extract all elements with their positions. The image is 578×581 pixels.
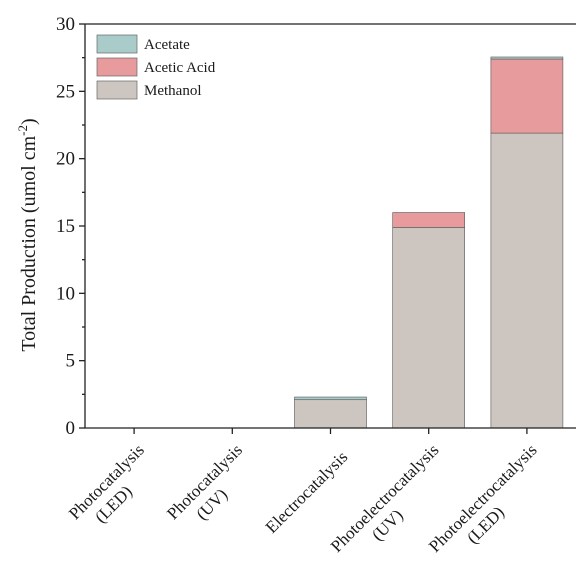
x-category-label-1: Photocatalysis(UV) bbox=[163, 440, 261, 538]
y-axis-title-main: Total Production (umol cm bbox=[18, 135, 40, 351]
y-tick-label-25: 25 bbox=[56, 81, 75, 102]
legend-swatch-acetic-acid bbox=[96, 57, 138, 77]
x-category-label-0: Photocatalysis(LED) bbox=[65, 440, 163, 538]
y-axis-title: Total Production (umol cm-2) bbox=[15, 118, 40, 351]
legend: Acetate Acetic Acid Methanol bbox=[96, 34, 216, 100]
legend-label-acetate: Acetate bbox=[144, 37, 190, 53]
legend-label-methanol: Methanol bbox=[144, 83, 202, 99]
bar-acetic-acid-4 bbox=[490, 58, 564, 134]
y-axis-title-end: ) bbox=[18, 118, 40, 125]
y-tick-label-0: 0 bbox=[66, 418, 76, 439]
x-category-label-2: Electrocatalysis bbox=[262, 447, 352, 537]
legend-swatch-acetate bbox=[96, 34, 138, 54]
y-tick-label-10: 10 bbox=[56, 283, 75, 304]
x-category-label-line: Electrocatalysis bbox=[262, 447, 352, 537]
x-category-label-4: Photoelectrocatalysis(LED) bbox=[425, 440, 555, 570]
bar-methanol-2 bbox=[294, 399, 367, 429]
legend-label-acetic-acid: Acetic Acid bbox=[144, 60, 216, 76]
y-tick-label-5: 5 bbox=[66, 351, 76, 372]
bar-acetic-acid-3 bbox=[392, 212, 466, 228]
bar-acetate-4 bbox=[490, 56, 564, 60]
bar-methanol-3 bbox=[392, 227, 466, 429]
y-tick-label-30: 30 bbox=[56, 14, 75, 35]
bars-layer bbox=[294, 56, 564, 429]
y-tick-label-20: 20 bbox=[56, 149, 75, 170]
legend-swatch-methanol bbox=[96, 80, 138, 100]
bar-methanol-4 bbox=[490, 132, 564, 429]
y-axis-title-sup: -2 bbox=[15, 125, 30, 136]
bar-acetate-2 bbox=[294, 396, 367, 401]
y-tick-label-15: 15 bbox=[56, 216, 75, 237]
